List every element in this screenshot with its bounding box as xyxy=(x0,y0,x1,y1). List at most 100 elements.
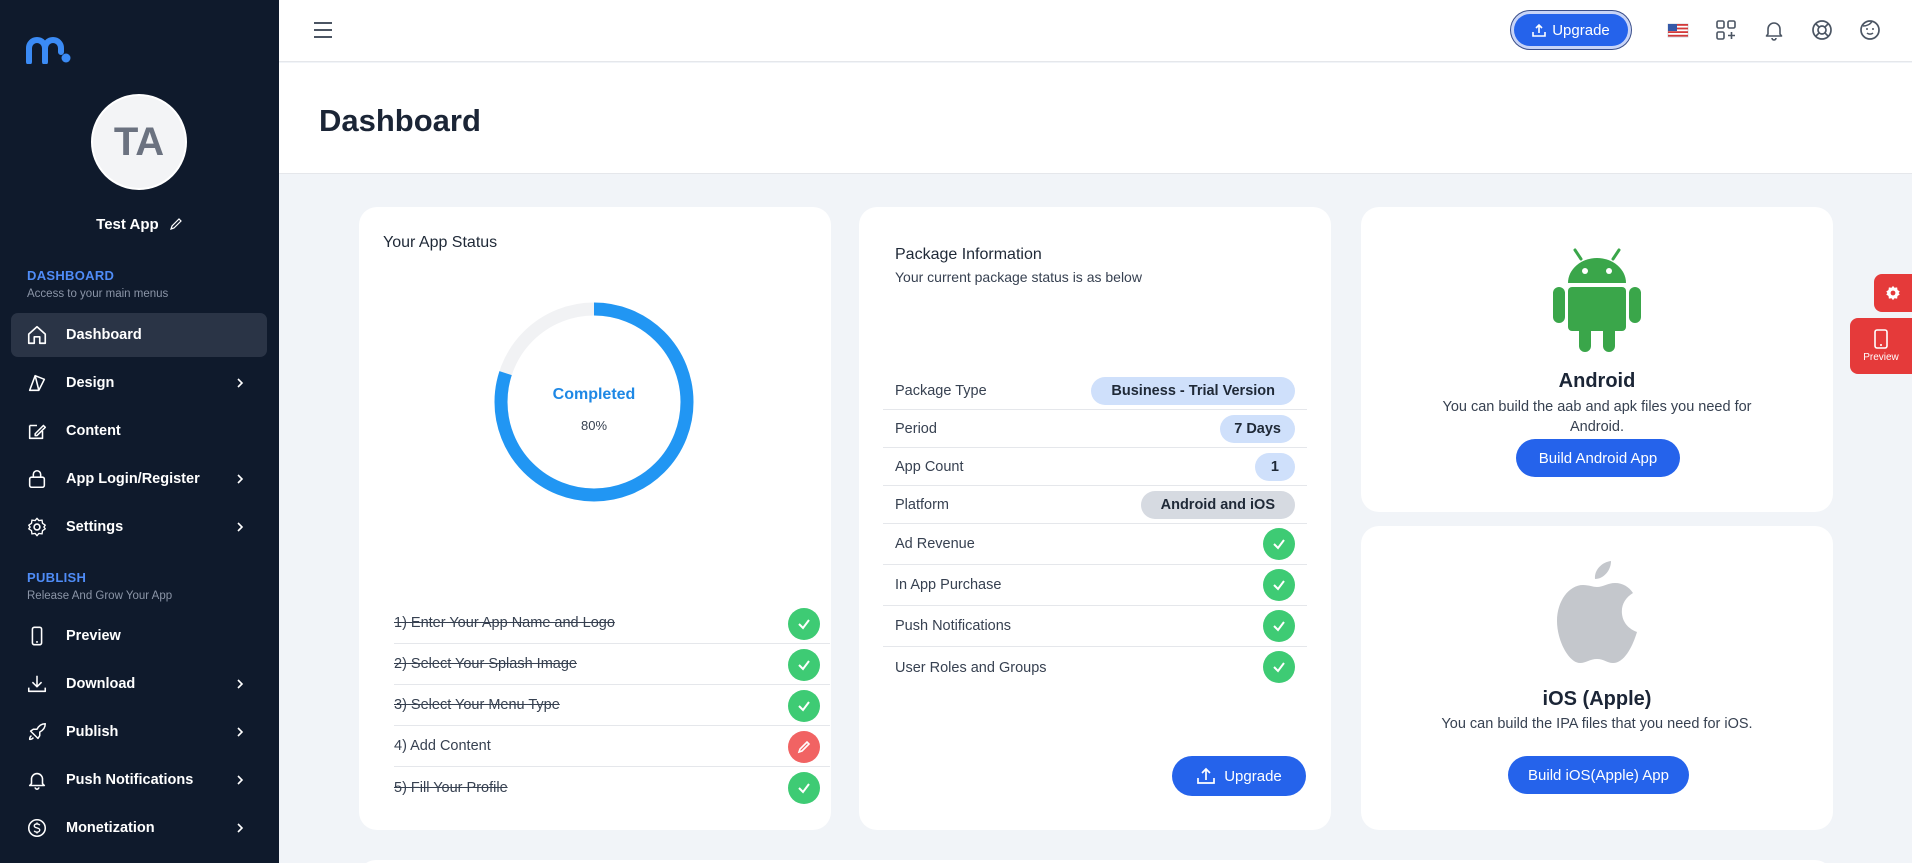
sidebar-item-label: Design xyxy=(66,375,115,391)
section-subtitle-publish: Release And Grow Your App xyxy=(27,590,173,602)
help-icon[interactable] xyxy=(1811,19,1833,41)
preview-label: Preview xyxy=(1863,352,1899,363)
task-label: 5) Fill Your Profile xyxy=(394,779,508,796)
sidebar-item-label: Push Notifications xyxy=(66,772,194,788)
progress-donut: Completed 80% xyxy=(494,302,694,502)
package-row: Push Notifications xyxy=(883,606,1307,647)
floating-preview-button[interactable]: Preview xyxy=(1850,318,1912,374)
package-row-label: App Count xyxy=(895,458,964,475)
chevron-right-icon xyxy=(237,522,244,532)
upgrade-button[interactable]: Upgrade xyxy=(1514,14,1628,46)
sidebar-item-dashboard[interactable]: Dashboard xyxy=(11,313,267,357)
android-description: You can build the aab and apk files you … xyxy=(1442,399,1752,435)
task-label: 3) Select Your Menu Type xyxy=(394,697,560,713)
task-label: 1) Enter Your App Name and Logo xyxy=(394,615,615,631)
chevron-right-icon xyxy=(237,727,244,737)
logo-icon[interactable] xyxy=(26,36,72,64)
package-row: Ad Revenue xyxy=(883,524,1307,565)
check-icon xyxy=(788,649,820,681)
chevron-right-icon xyxy=(237,823,244,833)
hamburger-menu-icon[interactable] xyxy=(313,21,333,39)
android-title: Android xyxy=(1558,370,1636,392)
sidebar-item-preview[interactable]: Preview xyxy=(11,614,267,658)
app-count-badge: 1 xyxy=(1254,453,1295,481)
task-item: 2) Select Your Splash Image xyxy=(394,644,830,685)
check-icon xyxy=(1263,569,1295,601)
task-label: 2) Select Your Splash Image xyxy=(394,656,577,672)
section-title-dashboard: DASHBOARD xyxy=(27,268,115,283)
package-row-label: Push Notifications xyxy=(895,618,1012,634)
sidebar-item-label: Content xyxy=(66,423,121,439)
app-name[interactable]: Test App xyxy=(0,216,279,233)
build-android-label: Build Android App xyxy=(1538,449,1658,467)
next-card xyxy=(358,860,1833,863)
chevron-right-icon xyxy=(237,474,244,484)
ios-card: iOS (Apple) You can build the IPA files … xyxy=(1361,526,1833,830)
home-icon xyxy=(27,325,47,345)
package-row: App Count 1 xyxy=(883,448,1307,486)
task-item: 3) Select Your Menu Type xyxy=(394,685,830,726)
sidebar-item-design[interactable]: Design xyxy=(11,361,267,405)
download-icon xyxy=(27,675,47,693)
donut-percent: 80% xyxy=(580,418,608,433)
upgrade-package-button[interactable]: Upgrade xyxy=(1172,756,1306,796)
user-face-icon[interactable] xyxy=(1859,19,1881,41)
sidebar-item-settings[interactable]: Settings xyxy=(11,505,267,549)
pencil-icon[interactable] xyxy=(788,731,820,763)
sidebar-item-push-notifications[interactable]: Push Notifications xyxy=(11,758,267,802)
dollar-icon xyxy=(27,818,47,838)
card-subtitle: Your current package status is as below xyxy=(895,269,1142,285)
avatar[interactable]: TA xyxy=(91,94,187,190)
package-row-label: Period xyxy=(895,420,937,437)
android-icon xyxy=(1553,248,1641,352)
task-item[interactable]: 4) Add Content xyxy=(394,726,830,767)
check-icon xyxy=(788,690,820,722)
apple-icon xyxy=(1557,561,1637,663)
sidebar-item-label: Download xyxy=(66,676,136,692)
us-flag-icon[interactable] xyxy=(1667,19,1689,41)
sidebar-item-label: Settings xyxy=(66,519,124,535)
build-android-button[interactable]: Build Android App xyxy=(1516,439,1680,477)
upload-icon xyxy=(1197,767,1216,784)
sidebar-item-download[interactable]: Download xyxy=(11,662,267,706)
ios-description: You can build the IPA files that you nee… xyxy=(1441,716,1753,732)
upgrade-label: Upgrade xyxy=(1552,21,1610,39)
donut-chart xyxy=(494,302,694,502)
package-row-label: User Roles and Groups xyxy=(895,659,1047,676)
platform-badge: Android and iOS xyxy=(1140,491,1295,519)
phone-icon xyxy=(31,626,43,646)
bell-icon xyxy=(28,772,46,790)
android-card: Android You can build the aab and apk fi… xyxy=(1361,207,1833,512)
lock-icon xyxy=(28,469,46,489)
gear-icon xyxy=(28,517,46,537)
sidebar-item-label: App Login/Register xyxy=(66,471,200,487)
package-row: Platform Android and iOS xyxy=(883,486,1307,524)
package-row: User Roles and Groups xyxy=(883,647,1307,688)
app-name-label: Test App xyxy=(96,216,159,233)
task-item: 5) Fill Your Profile xyxy=(394,767,830,808)
package-row-label: Ad Revenue xyxy=(895,536,975,552)
phone-icon xyxy=(1874,329,1888,349)
topbar: Upgrade xyxy=(279,0,1912,62)
sidebar-item-monetization[interactable]: Monetization xyxy=(11,806,267,850)
check-icon xyxy=(1263,610,1295,642)
sidebar: TA Test App DASHBOARD Access to your mai… xyxy=(0,0,279,863)
build-ios-label: Build iOS(Apple) App xyxy=(1528,766,1669,784)
build-ios-button[interactable]: Build iOS(Apple) App xyxy=(1508,756,1689,794)
sidebar-item-label: Publish xyxy=(66,724,119,740)
pencil-icon[interactable] xyxy=(169,217,183,231)
page-header: Dashboard xyxy=(279,63,1912,174)
task-label: 4) Add Content xyxy=(394,738,491,754)
sidebar-item-publish[interactable]: Publish xyxy=(11,710,267,754)
package-row-label: In App Purchase xyxy=(895,577,1002,593)
package-type-badge: Business - Trial Version xyxy=(1091,377,1295,405)
avatar-initials: TA xyxy=(113,119,165,164)
apps-icon[interactable] xyxy=(1715,19,1737,41)
check-icon xyxy=(788,772,820,804)
period-badge: 7 Days xyxy=(1220,415,1295,443)
donut-label: Completed xyxy=(552,386,636,403)
bell-icon[interactable] xyxy=(1763,19,1785,41)
sidebar-item-content[interactable]: Content xyxy=(11,409,267,453)
sidebar-item-app-login[interactable]: App Login/Register xyxy=(11,457,267,501)
floating-settings-button[interactable] xyxy=(1874,274,1912,312)
